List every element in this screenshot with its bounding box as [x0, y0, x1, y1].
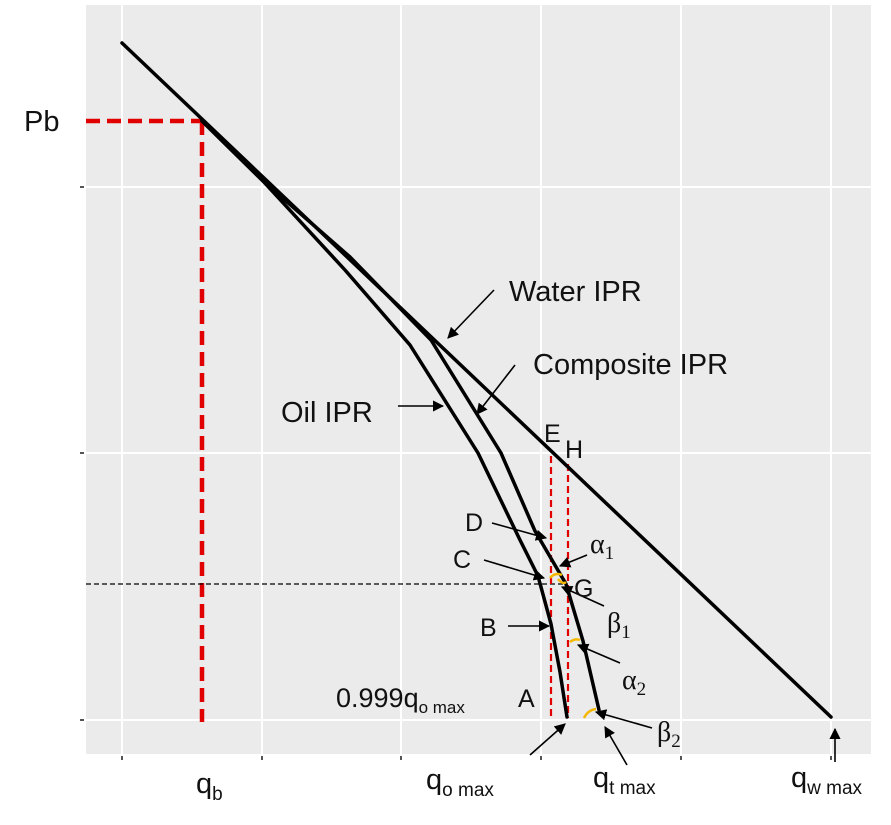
qb-subscript: b [212, 784, 223, 805]
alpha1-symbol: α [590, 529, 605, 560]
point-A-label: A [518, 685, 535, 713]
alpha1-label: α1 [590, 529, 614, 564]
q-tmax-main: q [593, 762, 609, 794]
q-0999-subscript: o max [419, 698, 466, 717]
pb-label: Pb [24, 106, 59, 138]
qb-main: q [196, 768, 212, 800]
axis-ticks [80, 186, 832, 760]
alpha2-symbol: α [622, 665, 637, 696]
q-omax-main: q [426, 764, 442, 796]
beta1-subscript: 1 [621, 622, 631, 643]
beta1-label: β1 [607, 608, 631, 643]
oil-ipr-curve [200, 119, 569, 719]
oil-ipr-label: Oil IPR [281, 397, 373, 429]
q-wmax-label: qw max [791, 762, 863, 799]
point-E-label: E [544, 420, 561, 448]
composite-ipr-curve [200, 119, 601, 712]
alpha1-subscript: 1 [605, 543, 615, 564]
grid-lines [86, 5, 871, 754]
point-D-label: D [465, 509, 483, 537]
beta1-symbol: β [607, 608, 621, 639]
point-B-label: B [480, 614, 497, 642]
beta2-label: β2 [657, 717, 681, 752]
point-H-label: H [565, 436, 583, 464]
composite-ipr-label: Composite IPR [533, 349, 728, 381]
beta2-subscript: 2 [671, 731, 681, 752]
beta2-symbol: β [657, 717, 671, 748]
q-0999-main: 0.999q [336, 683, 419, 713]
q-wmax-main: q [791, 762, 807, 794]
alpha2-subscript: 2 [637, 679, 647, 700]
annotation-arrows [398, 289, 841, 766]
water-ipr-line [120, 41, 833, 719]
point-C-label: C [453, 546, 471, 574]
qb-label: qb [196, 768, 223, 805]
q-wmax-subscript: w max [806, 778, 862, 799]
angle-marks [549, 572, 597, 719]
q-omax-label: qo max [426, 764, 494, 801]
point-G-label: G [574, 575, 593, 603]
q-tmax-label: qt max [593, 762, 656, 799]
water-ipr-label: Water IPR [509, 276, 642, 308]
q-omax-subscript: o max [442, 780, 494, 801]
q-0999-omax-label: 0.999qo max [336, 683, 465, 717]
alpha2-label: α2 [622, 665, 646, 700]
q-tmax-subscript: t max [609, 778, 656, 799]
